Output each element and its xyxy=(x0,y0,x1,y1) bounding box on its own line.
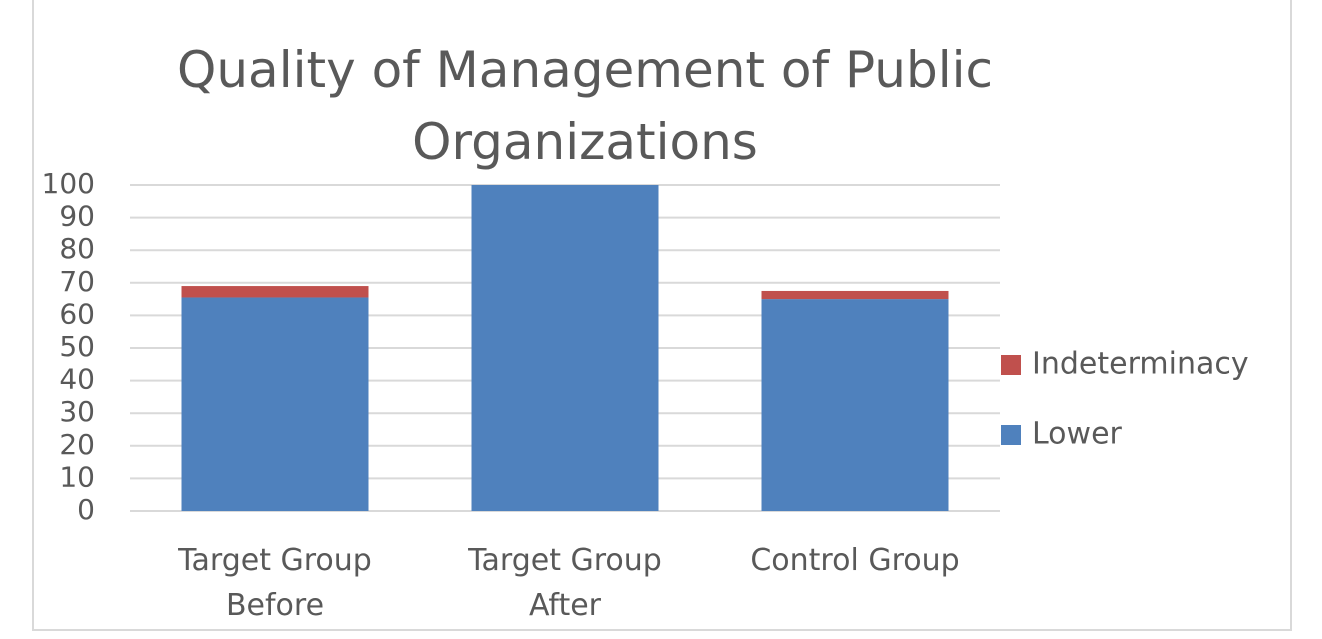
x-tick-label: Target Group Before xyxy=(178,543,372,623)
y-tick-label: 30 xyxy=(59,395,95,428)
y-tick-label: 10 xyxy=(59,460,95,493)
legend-swatch xyxy=(1001,425,1021,445)
x-tick-label: Target Group After xyxy=(468,543,662,623)
bar-segment xyxy=(761,290,949,300)
chart-title: Quality of Management of Public Organiza… xyxy=(177,41,993,171)
y-tick-label: 70 xyxy=(59,265,95,298)
y-tick-label: 50 xyxy=(59,330,95,363)
bar-segment xyxy=(181,297,369,511)
y-tick-label: 60 xyxy=(59,297,95,330)
chart-frame xyxy=(32,0,1292,631)
legend-swatch xyxy=(1001,355,1021,375)
legend-label: Lower xyxy=(1032,417,1123,452)
y-tick-label: 40 xyxy=(59,363,95,396)
bar-segment xyxy=(471,185,659,511)
y-tick-label: 90 xyxy=(59,200,95,233)
x-tick-label: Control Group xyxy=(750,543,960,578)
y-tick-label: 80 xyxy=(59,232,95,265)
y-tick-label: 100 xyxy=(42,167,95,200)
bar-segment xyxy=(181,286,369,298)
y-tick-label: 0 xyxy=(77,493,95,526)
bar-segment xyxy=(761,299,949,511)
y-tick-label: 20 xyxy=(59,428,95,461)
legend-label: Indeterminacy xyxy=(1032,347,1249,382)
